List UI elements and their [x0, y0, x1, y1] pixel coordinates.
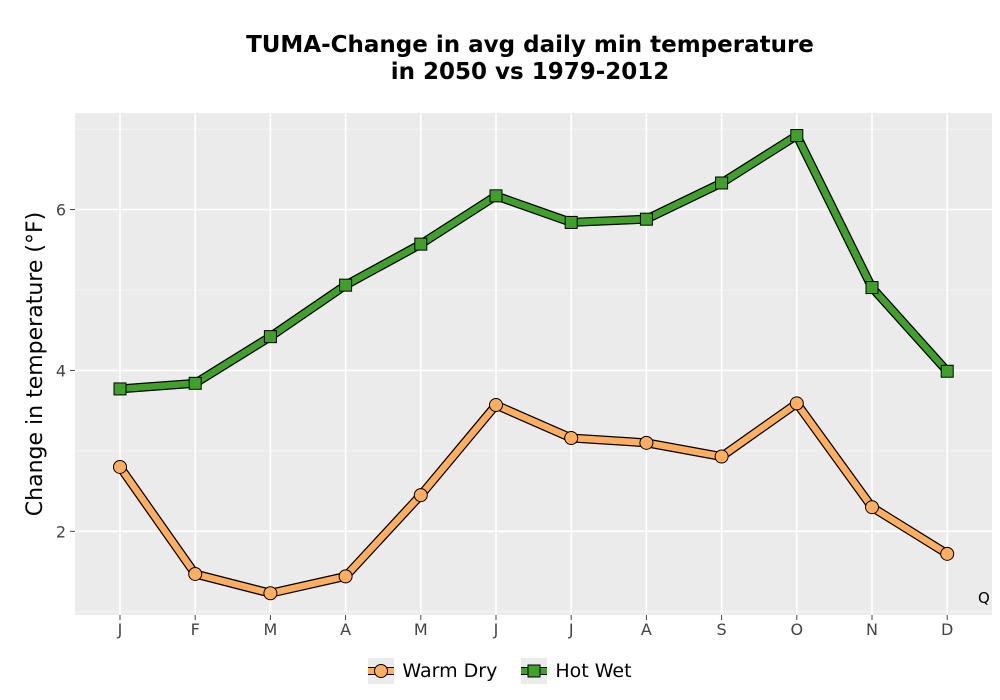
data-point-hot-wet	[940, 364, 954, 378]
data-point-warm-dry	[113, 459, 127, 474]
data-point-warm-dry	[489, 398, 503, 413]
series-line-hot-wet	[116, 132, 951, 393]
data-point-warm-dry	[188, 566, 203, 581]
y-axis-ticks: 2 4 6	[56, 201, 75, 541]
x-tick-label: M	[263, 620, 277, 639]
data-point-hot-wet	[639, 212, 653, 226]
data-point-hot-wet	[865, 281, 879, 295]
y-tick-label: 6	[56, 201, 66, 220]
data-point-warm-dry	[413, 488, 428, 503]
data-point-hot-wet	[263, 330, 277, 344]
data-point-warm-dry	[940, 546, 955, 561]
chart-title-line-1: TUMA-Change in avg daily min temperature	[246, 32, 814, 58]
data-point-warm-dry	[714, 449, 729, 464]
data-point-warm-dry	[263, 586, 278, 601]
series-warm-dry	[113, 396, 955, 601]
data-point-hot-wet	[339, 278, 353, 292]
x-tick-label: S	[717, 620, 727, 639]
x-tick-label: N	[866, 620, 878, 639]
legend-key-warm-dry	[368, 658, 395, 684]
data-point-hot-wet	[790, 129, 804, 143]
data-point-warm-dry	[564, 431, 579, 446]
corner-label: Q	[978, 589, 990, 607]
x-tick-label: M	[414, 620, 428, 639]
series-hot-wet	[113, 129, 954, 396]
data-point-warm-dry	[338, 569, 353, 584]
data-point-warm-dry	[639, 435, 654, 450]
data-point-warm-dry	[789, 396, 804, 411]
legend-item-warm-dry: Warm Dry	[368, 658, 497, 684]
y-tick-label: 2	[56, 522, 66, 541]
x-tick-label: A	[641, 620, 652, 639]
data-point-warm-dry	[865, 500, 879, 515]
x-tick-label: O	[791, 620, 804, 639]
plot-panel	[75, 113, 992, 615]
series-line-warm-dry	[116, 400, 951, 597]
series-layer	[113, 129, 955, 601]
data-point-hot-wet	[414, 237, 428, 251]
data-point-hot-wet	[113, 382, 127, 396]
data-point-hot-wet	[188, 376, 202, 390]
legend-label-warm-dry: Warm Dry	[402, 660, 498, 682]
data-point-hot-wet	[715, 176, 729, 190]
data-point-hot-wet	[564, 215, 578, 229]
x-tick-label: J	[117, 620, 123, 639]
chart-title: TUMA-Change in avg daily min temperature…	[80, 32, 980, 86]
x-tick-label: D	[941, 620, 953, 639]
data-point-hot-wet	[489, 189, 503, 203]
minor-gridlines	[75, 128, 992, 613]
x-tick-label: F	[191, 620, 200, 639]
y-axis-label: Change in temperature (°F)	[23, 212, 48, 516]
y-tick-label: 4	[56, 361, 66, 380]
x-tick-label: A	[340, 620, 351, 639]
x-tick-label: J	[568, 620, 574, 639]
legend-label-hot-wet: Hot Wet	[555, 660, 632, 682]
legend-marker-circle	[374, 664, 389, 678]
legend-marker-square	[527, 664, 541, 678]
x-tick-label: J	[493, 620, 499, 639]
legend-key-hot-wet	[521, 658, 548, 684]
chart-title-line-2: in 2050 vs 1979-2012	[390, 59, 670, 85]
legend: Warm Dry Hot Wet	[0, 658, 1000, 684]
legend-item-hot-wet: Hot Wet	[521, 658, 632, 684]
